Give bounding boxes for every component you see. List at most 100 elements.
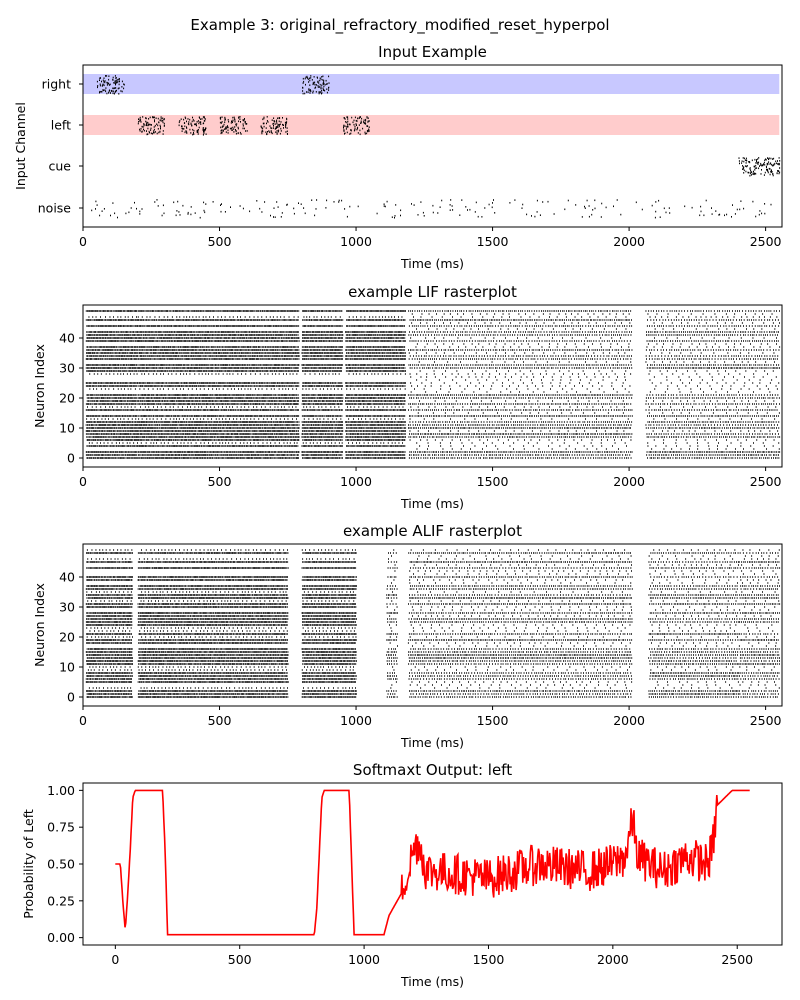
spike	[356, 427, 358, 429]
spike	[181, 130, 183, 132]
spike	[316, 427, 318, 429]
spike	[87, 436, 89, 438]
spike	[281, 445, 283, 447]
spike	[101, 433, 103, 435]
spike	[114, 433, 116, 435]
spike	[589, 427, 591, 429]
spike	[204, 445, 206, 447]
spike	[452, 451, 454, 453]
spike	[99, 427, 101, 429]
spike	[215, 451, 217, 453]
spike	[772, 174, 774, 177]
spike	[227, 430, 229, 432]
spike	[173, 427, 175, 429]
spike	[246, 445, 248, 447]
spike	[364, 445, 366, 447]
spike	[255, 433, 257, 435]
spike	[104, 80, 106, 82]
spike	[144, 436, 146, 438]
spike	[474, 211, 476, 213]
spike	[577, 457, 579, 459]
spike	[383, 457, 385, 459]
spike	[774, 454, 776, 456]
spike	[233, 439, 235, 441]
spike	[429, 451, 431, 453]
spike	[150, 132, 152, 135]
spike	[174, 433, 175, 435]
spike	[742, 166, 744, 168]
spike	[370, 427, 372, 429]
spike	[529, 433, 531, 435]
spike	[224, 457, 226, 459]
spike	[94, 439, 96, 441]
spike	[95, 439, 97, 441]
spike	[480, 427, 482, 429]
spike	[149, 427, 151, 429]
spike	[271, 457, 273, 459]
spike	[193, 454, 195, 456]
spike	[225, 127, 227, 130]
spike	[360, 120, 362, 123]
spike	[666, 436, 668, 438]
spike	[357, 126, 359, 129]
spike	[422, 451, 424, 453]
spike	[227, 436, 229, 438]
spike	[298, 451, 300, 453]
spike	[454, 427, 456, 429]
spike	[349, 133, 351, 135]
spike	[218, 439, 220, 441]
spike	[270, 442, 272, 444]
spike	[182, 433, 184, 435]
spike	[398, 439, 399, 441]
spike	[161, 427, 162, 429]
spike	[221, 451, 222, 453]
spike	[152, 457, 154, 459]
spike	[353, 436, 355, 438]
spike	[435, 436, 437, 438]
spike	[356, 439, 358, 441]
spike	[291, 427, 293, 429]
spike	[764, 451, 766, 453]
spike	[227, 445, 228, 447]
spike	[373, 451, 375, 453]
spike	[481, 216, 483, 218]
spike	[712, 436, 714, 438]
spike	[96, 424, 97, 426]
spike	[346, 427, 347, 429]
spike	[160, 126, 161, 128]
spike	[662, 454, 664, 456]
spike	[259, 427, 260, 429]
spike	[538, 436, 540, 438]
spike	[750, 457, 752, 459]
spike	[255, 436, 256, 438]
spike	[389, 436, 391, 438]
spike	[295, 436, 297, 438]
spike	[328, 457, 330, 459]
spike	[155, 430, 157, 432]
spike	[312, 457, 313, 459]
spike	[242, 119, 244, 122]
spike	[403, 439, 405, 441]
spike	[345, 430, 347, 432]
spike	[267, 436, 269, 438]
spike	[96, 433, 98, 435]
spike	[109, 83, 111, 86]
spike	[110, 424, 112, 426]
spike	[98, 427, 100, 429]
spike	[192, 436, 194, 438]
spike	[331, 451, 333, 453]
spike	[137, 436, 139, 438]
spike	[150, 433, 152, 435]
spike	[759, 433, 761, 435]
spike	[617, 454, 619, 456]
spike	[212, 430, 214, 432]
spike	[201, 430, 203, 432]
spike	[221, 454, 223, 456]
spike	[146, 122, 148, 125]
spike	[181, 451, 183, 453]
spike	[142, 427, 144, 429]
spike	[575, 457, 577, 459]
spike	[452, 209, 454, 211]
spike	[276, 436, 278, 438]
spike	[373, 439, 375, 441]
